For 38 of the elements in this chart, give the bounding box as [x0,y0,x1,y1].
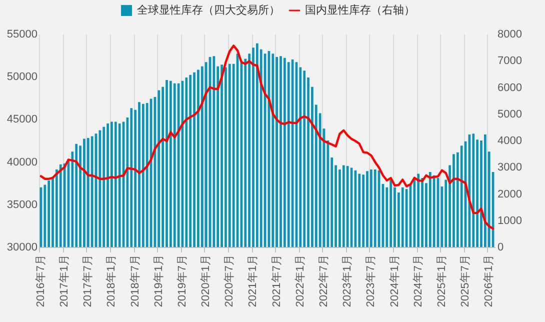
x-tick-label: 2020年1月 [200,254,212,308]
y2-tick-label: 3000 [498,162,522,174]
x-tick-label: 2025年7月 [460,254,472,308]
y2-tick-label: 2000 [498,188,522,200]
y2-tick-label: 8000 [498,28,522,40]
x-tick-label: 2019年7月 [176,254,188,308]
x-tick-label: 2024年7月 [412,254,424,308]
y2-tick-label: 1000 [498,214,522,227]
legend-label: 全球显性库存（四大交易所） [137,4,280,16]
x-tick-label: 2022年1月 [294,254,306,308]
x-tick-label: 2021年1月 [247,254,260,308]
y2-tick-label: 7000 [498,55,522,68]
x-tick-label: 2026年1月 [483,254,496,308]
x-tick-label: 2020年7月 [224,254,236,308]
x-tick-label: 2023年1月 [342,254,354,308]
x-tick-label: 2018年1月 [106,254,118,308]
y-tick-label: 50000 [6,71,38,84]
x-tick-label: 2024年1月 [388,254,401,308]
x-tick-label: 2017年7月 [82,254,94,308]
y2-tick-label: 5000 [498,108,522,120]
x-tick-label: 2023年7月 [365,254,378,308]
x-tick-label: 2017年1月 [58,254,71,308]
y-tick-label: 55000 [6,28,38,40]
y2-tick-label: 4000 [498,135,522,147]
x-tick-label: 2018年7月 [129,254,142,308]
y-tick-label: 45000 [6,114,38,126]
y-tick-label: 30000 [6,242,38,254]
legend-label: 国内显性库存（右轴） [305,4,415,16]
x-tick-label: 2019年1月 [152,254,165,308]
y-tick-label: 35000 [6,198,38,211]
x-tick-label: 2022年7月 [318,254,330,308]
line-series [40,44,494,230]
x-tick-label: 2025年1月 [436,254,448,308]
y-tick-label: 40000 [6,156,38,168]
y2-tick-label: 6000 [498,82,522,94]
x-tick-label: 2016年7月 [34,254,47,308]
y2-tick-label: 0 [498,242,504,254]
x-tick-label: 2021年7月 [270,254,283,308]
